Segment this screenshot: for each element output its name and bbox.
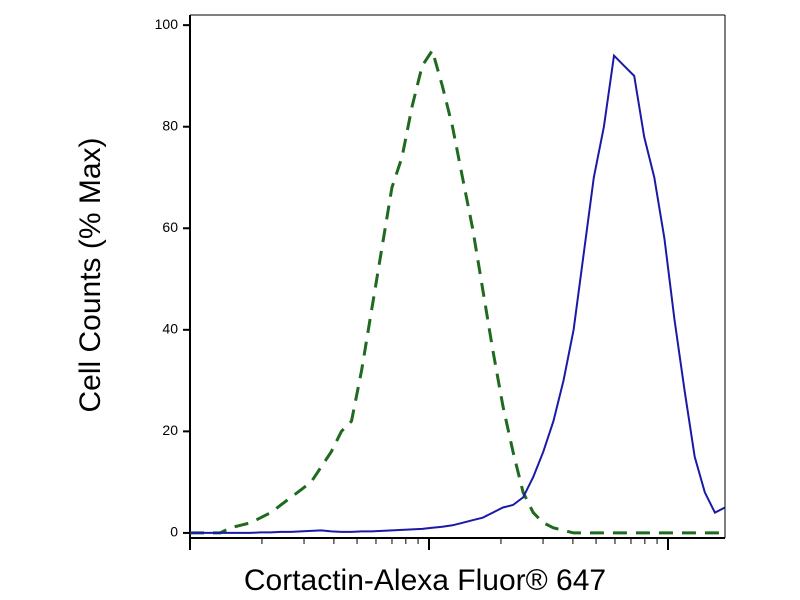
y-tick-label: 60 [162, 219, 178, 235]
x-axis-label: Cortactin-Alexa Fluor® 647 [244, 564, 606, 597]
y-tick-label: 100 [155, 16, 179, 32]
series-line [190, 53, 726, 534]
y-tick-label: 40 [162, 321, 178, 337]
series-line [190, 46, 725, 535]
y-tick-label: 20 [162, 422, 178, 438]
y-tick-label: 0 [170, 524, 178, 540]
y-axis-label: Cell Counts (% Max) [74, 137, 107, 412]
y-tick-label: 80 [162, 117, 178, 133]
